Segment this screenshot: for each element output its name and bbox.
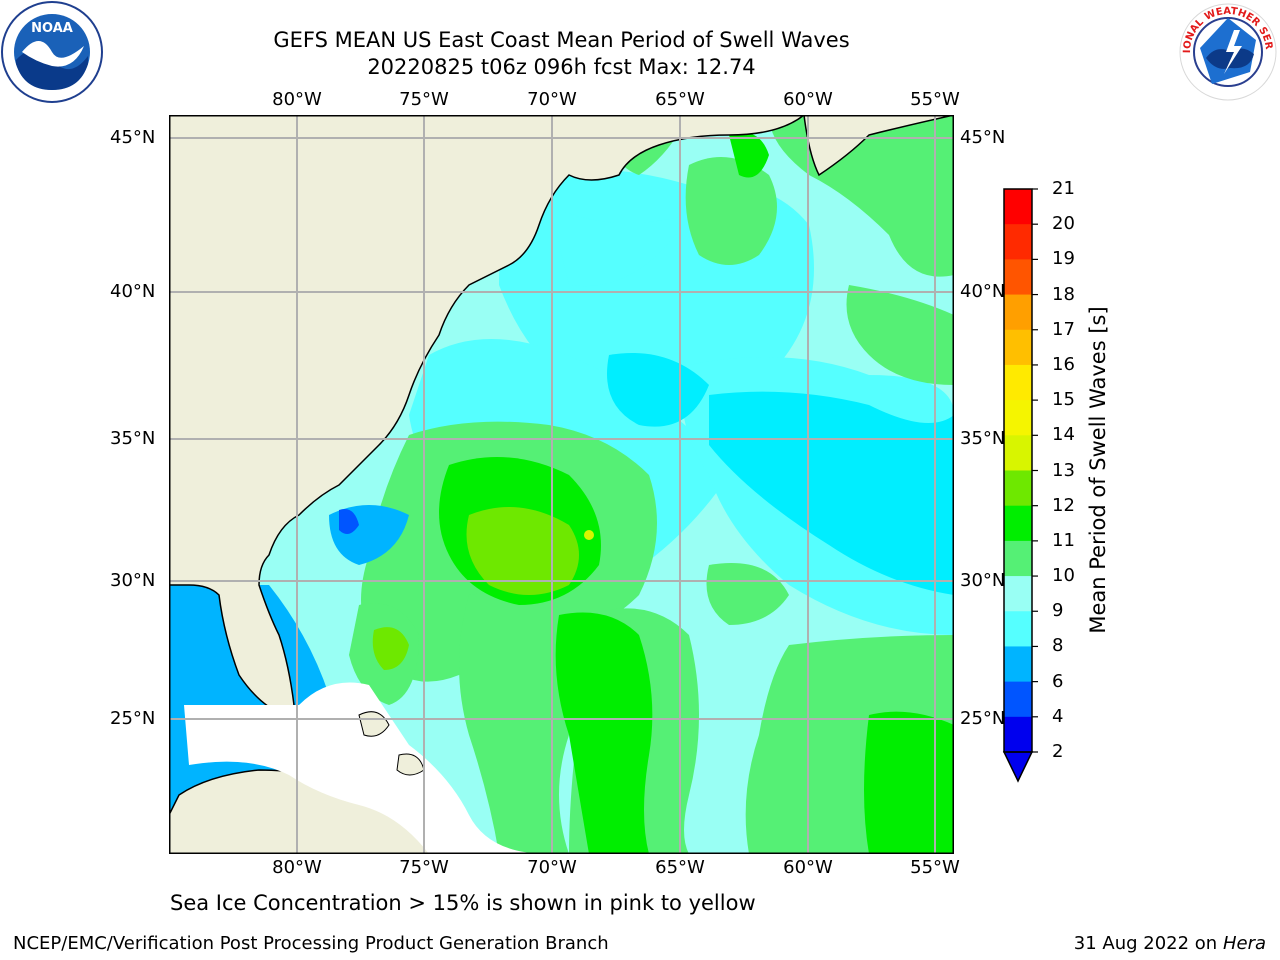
colorbar-tick-label: 18 bbox=[1052, 283, 1075, 305]
lat-label-left: 40°N bbox=[110, 281, 156, 302]
swell-band bbox=[729, 132, 769, 178]
colorbar-tick-label: 16 bbox=[1052, 353, 1075, 375]
lat-label-right: 25°N bbox=[960, 708, 1006, 729]
colorbar-swatch bbox=[1004, 400, 1032, 436]
chart-title: GEFS MEAN US East Coast Mean Period of S… bbox=[273, 28, 850, 52]
colorbar-swatch bbox=[1004, 540, 1032, 577]
swell-band bbox=[459, 592, 579, 854]
colorbar-tick-label: 9 bbox=[1052, 600, 1064, 622]
date-stamp: 31 Aug 2022 on Hera bbox=[1073, 933, 1266, 954]
colorbar-tick-label: 4 bbox=[1052, 705, 1064, 727]
colorbar-tick-label: 10 bbox=[1052, 565, 1075, 587]
nws-logo-icon: NATIONAL WEATHER SERVICE bbox=[1176, 0, 1277, 101]
chart-subtitle: 20220825 t06z 096h fcst Max: 12.74 bbox=[367, 55, 756, 79]
colorbar-tick-label: 11 bbox=[1052, 529, 1075, 551]
lon-label-bottom: 70°W bbox=[527, 857, 577, 878]
lat-label-right: 45°N bbox=[960, 127, 1006, 148]
colorbar-swatch bbox=[1004, 364, 1032, 401]
colorbar-tick-label: 13 bbox=[1052, 459, 1075, 481]
colorbar-tick-label: 17 bbox=[1052, 318, 1075, 340]
swell-band bbox=[846, 285, 954, 385]
lon-label-bottom: 75°W bbox=[399, 857, 449, 878]
colorbar-tick-label: 8 bbox=[1052, 635, 1064, 657]
colorbar-swatch bbox=[1004, 611, 1032, 647]
lon-label-top: 55°W bbox=[910, 89, 960, 110]
swell-period-map bbox=[169, 115, 954, 854]
swell-band bbox=[864, 711, 954, 854]
colorbar-title: Mean Period of Swell Waves [s] bbox=[1086, 306, 1110, 634]
colorbar-tick-label: 12 bbox=[1052, 494, 1075, 516]
swell-band bbox=[339, 509, 359, 534]
swell-band bbox=[549, 205, 689, 287]
max-period-spot bbox=[584, 530, 594, 540]
no-data-area bbox=[184, 682, 549, 854]
colorbar-swatch bbox=[1004, 646, 1032, 683]
lat-label-right: 40°N bbox=[960, 281, 1006, 302]
colorbar-swatch bbox=[1004, 259, 1032, 296]
noaa-logo-icon: NOAA bbox=[1, 1, 103, 103]
land-bahamas bbox=[358, 711, 390, 737]
lon-label-top: 75°W bbox=[399, 89, 449, 110]
colorbar-swatch bbox=[1004, 435, 1032, 471]
lon-label-bottom: 65°W bbox=[655, 857, 705, 878]
colorbar-swatch bbox=[1004, 716, 1032, 753]
colorbar bbox=[1002, 188, 1038, 783]
lon-label-bottom: 55°W bbox=[910, 857, 960, 878]
colorbar-swatch bbox=[1004, 329, 1032, 366]
lon-label-top: 65°W bbox=[655, 89, 705, 110]
map-frame bbox=[169, 115, 954, 854]
colorbar-swatch bbox=[1004, 294, 1032, 331]
swell-band bbox=[685, 157, 777, 265]
lon-label-top: 80°W bbox=[272, 89, 322, 110]
sea-ice-note: Sea Ice Concentration > 15% is shown in … bbox=[170, 891, 756, 915]
colorbar-tick-label: 21 bbox=[1052, 178, 1075, 199]
swell-band bbox=[555, 612, 653, 854]
colorbar-swatch bbox=[1004, 505, 1032, 542]
swell-band bbox=[372, 627, 409, 670]
credit-line: NCEP/EMC/Verification Post Processing Pr… bbox=[13, 933, 609, 954]
lon-label-bottom: 60°W bbox=[783, 857, 833, 878]
lon-label-top: 60°W bbox=[783, 89, 833, 110]
colorbar-tick-label: 19 bbox=[1052, 248, 1075, 270]
lat-label-left: 45°N bbox=[110, 127, 156, 148]
colorbar-tick-label: 15 bbox=[1052, 389, 1075, 411]
machine-name: Hera bbox=[1222, 933, 1266, 954]
colorbar-swatch bbox=[1004, 189, 1032, 225]
colorbar-swatch bbox=[1004, 681, 1032, 718]
lat-label-left: 35°N bbox=[110, 428, 156, 449]
colorbar-swatch bbox=[1004, 224, 1032, 260]
lat-label-right: 35°N bbox=[960, 428, 1006, 449]
svg-text:NOAA: NOAA bbox=[31, 21, 73, 36]
lat-label-left: 25°N bbox=[110, 708, 156, 729]
swell-band bbox=[466, 507, 579, 595]
colorbar-tick-label: 14 bbox=[1052, 424, 1075, 446]
swell-band bbox=[706, 563, 789, 625]
lon-label-top: 70°W bbox=[527, 89, 577, 110]
lat-label-left: 30°N bbox=[110, 570, 156, 591]
land-nova-scotia bbox=[803, 115, 954, 177]
lon-label-bottom: 80°W bbox=[272, 857, 322, 878]
colorbar-extend-arrow bbox=[1002, 751, 1034, 783]
colorbar-swatch bbox=[1004, 470, 1032, 507]
graticule bbox=[169, 115, 954, 854]
colorbar-swatch bbox=[1004, 576, 1032, 612]
colorbar-tick-label: 20 bbox=[1052, 213, 1075, 235]
swell-band bbox=[709, 391, 954, 595]
lat-label-right: 30°N bbox=[960, 570, 1006, 591]
swell-band bbox=[607, 353, 709, 427]
colorbar-tick-label: 2 bbox=[1052, 741, 1064, 762]
colorbar-tick-label: 6 bbox=[1052, 670, 1064, 692]
